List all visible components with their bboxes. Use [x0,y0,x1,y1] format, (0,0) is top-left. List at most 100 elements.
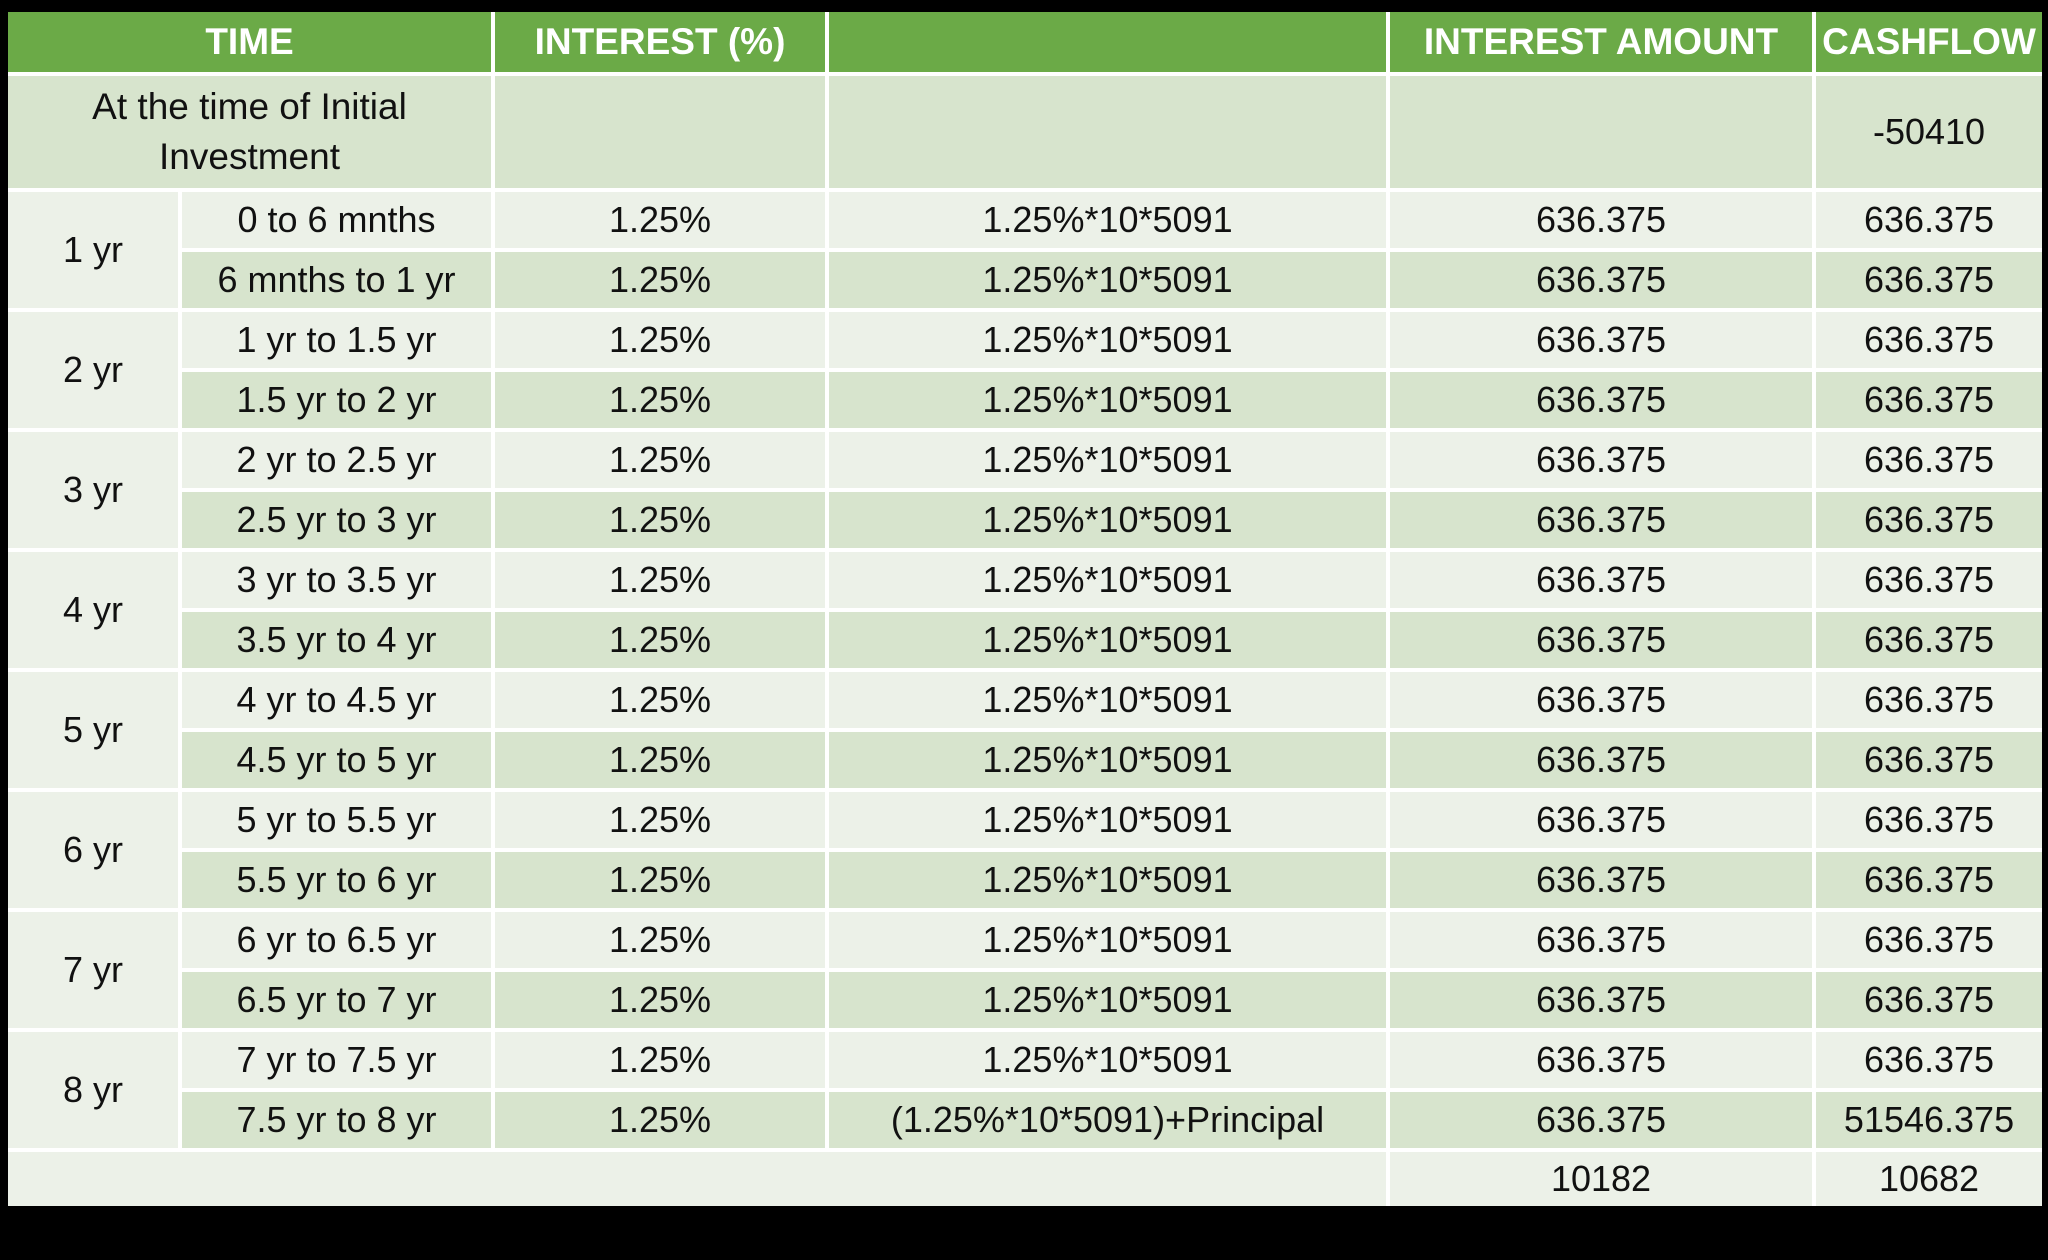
header-row: TIME INTEREST (%) INTEREST AMOUNT CASHFL… [5,10,2045,76]
period-row: 7.5 yr to 8 yr 1.25% (1.25%*10*5091)+Princ… [8,1088,2045,1152]
year-cell: 8 yr [6,1028,182,1152]
cashflow-cell: 636.375 [1812,908,2045,972]
period-cell: 7.5 yr to 8 yr [177,1088,496,1152]
formula-cell: (1.25%*10*5091)+Principal [825,1088,1391,1152]
period-row: 3 yr 2 yr to 2.5 yr 1.25% 1.25%*10*5091 636.… [6,428,2045,552]
interest-pct-cell: 1.25% [491,188,830,252]
interest-amount-cell: 636.375 [1386,188,1817,252]
formula-cell: 1.25%*10*5091 [825,488,1391,552]
initial-investment-row: At the time of Initial Investment -50410 [5,72,2045,192]
interest-amount-cell: 636.375 [1386,308,1817,372]
cashflow-cell: 51546.375 [1812,1088,2045,1152]
cashflow-cell: 636.375 [1812,1028,2045,1092]
year-cell: 7 yr [6,908,182,1032]
interest-pct-cell: 1.25% [491,488,830,552]
formula-cell: 1.25%*10*5091 [825,608,1391,672]
cashflow-cell: 636.375 [1812,368,2045,432]
cashflow-cell: 636.375 [1812,668,2045,732]
period-cell: 4 yr to 4.5 yr [177,668,496,732]
period-row: 6 yr 5 yr to 5.5 yr 1.25% 1.25%*10*5091 636.… [6,788,2045,912]
period-cell: 6 mnths to 1 yr [177,248,496,312]
formula-cell: 1.25%*10*5091 [825,548,1391,612]
interest-pct-cell: 1.25% [491,848,830,912]
period-cell: 3.5 yr to 4 yr [177,608,496,672]
interest-pct-cell: 1.25% [491,668,830,732]
interest-amount-cell: 636.375 [1386,248,1817,312]
interest-amount-cell: 636.375 [1386,428,1817,492]
formula-cell: 1.25%*10*5091 [825,188,1391,252]
formula-cell: 1.25%*10*5091 [825,848,1391,912]
period-row: 5 yr 4 yr to 4.5 yr 1.25% 1.25%*10*5091 636.… [6,668,2045,792]
interest-pct-cell: 1.25% [491,908,830,972]
year-cell: 2 yr [6,308,182,432]
formula-cell: 1.25%*10*5091 [825,428,1391,492]
interest-amount-cell: 636.375 [1386,908,1817,972]
formula-cell: 1.25%*10*5091 [825,668,1391,732]
period-row: 1 yr 0 to 6 mnths 1.25% 1.25%*10*5091 636.37… [6,188,2045,312]
header-interest-pct: INTEREST (%) [491,10,830,76]
header-interest-amount: INTEREST AMOUNT [1386,10,1817,76]
initial-investment-label: At the time of Initial Investment [5,72,496,192]
cashflow-cell: 636.375 [1812,428,2045,492]
cashflow-cell: 636.375 [1812,848,2045,912]
interest-pct-cell: 1.25% [491,728,830,792]
initial-interest-amount-cell [1386,72,1817,192]
cashflow-cell: 636.375 [1812,788,2045,852]
period-cell: 1.5 yr to 2 yr [177,368,496,432]
formula-cell: 1.25%*10*5091 [825,788,1391,852]
header-formula [825,10,1391,76]
interest-pct-cell: 1.25% [491,788,830,852]
cashflow-cell: 636.375 [1812,728,2045,792]
period-row: 2.5 yr to 3 yr 1.25% 1.25%*10*5091 636.375 6… [8,488,2045,552]
interest-amount-cell: 636.375 [1386,728,1817,792]
period-cell: 1 yr to 1.5 yr [177,308,496,372]
interest-pct-cell: 1.25% [491,968,830,1032]
interest-pct-cell: 1.25% [491,548,830,612]
year-cell: 1 yr [6,188,182,312]
period-cell: 2 yr to 2.5 yr [177,428,496,492]
initial-cashflow-cell: -50410 [1812,72,2045,192]
period-row: 6 mnths to 1 yr 1.25% 1.25%*10*5091 636.375… [8,248,2045,312]
cashflow-cell: 636.375 [1812,248,2045,312]
cashflow-cell: 636.375 [1812,188,2045,252]
header-cashflow: CASHFLOW [1812,10,2045,76]
period-row: 1.5 yr to 2 yr 1.25% 1.25%*10*5091 636.375 6… [8,368,2045,432]
interest-cashflow-table: TIME INTEREST (%) INTEREST AMOUNT CASHFL… [5,10,2045,1208]
period-row: 4 yr 3 yr to 3.5 yr 1.25% 1.25%*10*5091 636.… [6,548,2045,672]
totals-row: 10182 10682 [5,1148,2045,1208]
interest-pct-cell: 1.25% [491,1028,830,1092]
period-cell: 6 yr to 6.5 yr [177,908,496,972]
period-row: 3.5 yr to 4 yr 1.25% 1.25%*10*5091 636.375 6… [8,608,2045,672]
cashflow-cell: 636.375 [1812,608,2045,672]
period-cell: 5 yr to 5.5 yr [177,788,496,852]
period-row: 6.5 yr to 7 yr 1.25% 1.25%*10*5091 636.375 6… [8,968,2045,1032]
formula-cell: 1.25%*10*5091 [825,728,1391,792]
formula-cell: 1.25%*10*5091 [825,368,1391,432]
interest-pct-cell: 1.25% [491,428,830,492]
period-row: 8 yr 7 yr to 7.5 yr 1.25% 1.25%*10*5091 636.… [6,1028,2045,1152]
initial-formula-cell [825,72,1391,192]
interest-amount-cell: 636.375 [1386,608,1817,672]
interest-pct-cell: 1.25% [491,608,830,672]
cashflow-cell: 636.375 [1812,548,2045,612]
interest-amount-cell: 636.375 [1386,848,1817,912]
interest-amount-cell: 636.375 [1386,788,1817,852]
formula-cell: 1.25%*10*5091 [825,1028,1391,1092]
total-interest-amount: 10182 [1386,1148,1817,1208]
interest-pct-cell: 1.25% [491,1088,830,1152]
period-cell: 6.5 yr to 7 yr [177,968,496,1032]
interest-pct-cell: 1.25% [491,368,830,432]
period-row: 7 yr 6 yr to 6.5 yr 1.25% 1.25%*10*5091 636.… [6,908,2045,1032]
year-cell: 4 yr [6,548,182,672]
period-cell: 7 yr to 7.5 yr [177,1028,496,1092]
period-cell: 2.5 yr to 3 yr [177,488,496,552]
year-cell: 6 yr [6,788,182,912]
total-cashflow: 10682 [1812,1148,2045,1208]
interest-amount-cell: 636.375 [1386,548,1817,612]
period-cell: 3 yr to 3.5 yr [177,548,496,612]
formula-cell: 1.25%*10*5091 [825,308,1391,372]
cashflow-cell: 636.375 [1812,308,2045,372]
interest-pct-cell: 1.25% [491,248,830,312]
period-cell: 5.5 yr to 6 yr [177,848,496,912]
cashflow-cell: 636.375 [1812,488,2045,552]
